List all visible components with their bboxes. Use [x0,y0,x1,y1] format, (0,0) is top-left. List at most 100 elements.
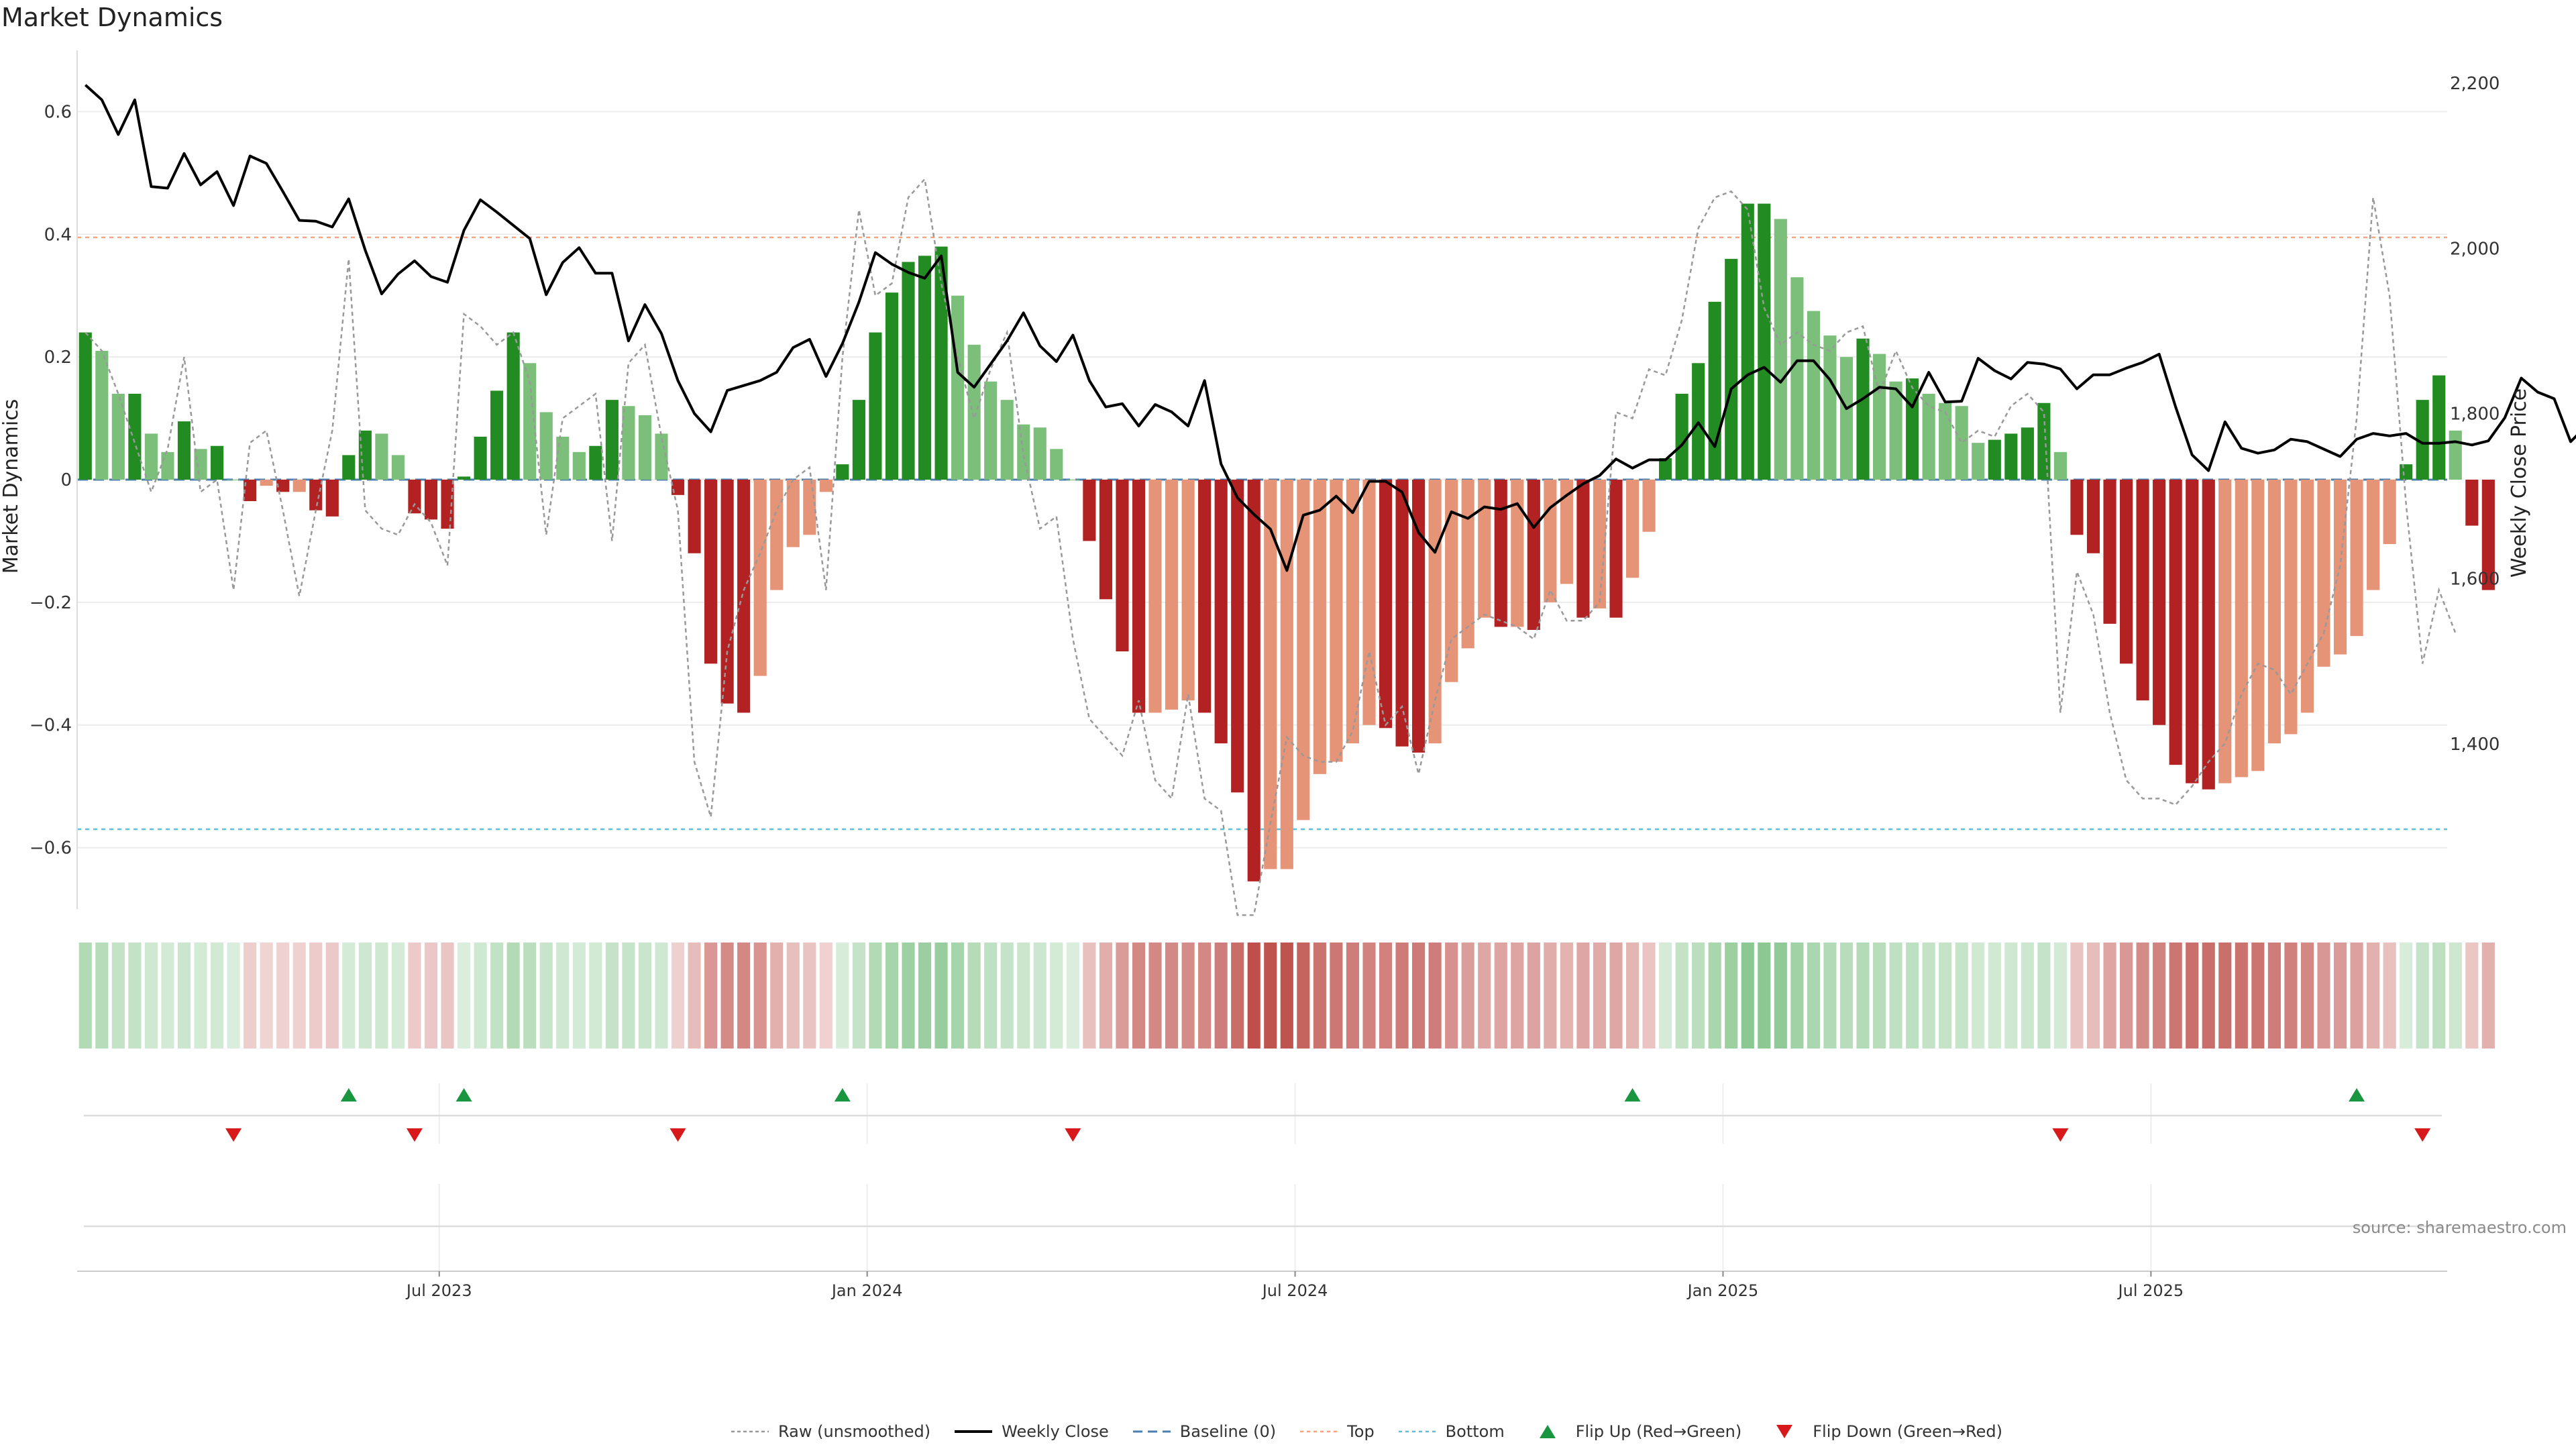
momentum-bar [95,351,109,480]
heatmap-cell [1856,943,1870,1049]
momentum-bar [885,292,899,480]
heatmap-cell [671,943,685,1049]
y2-axis-label: Weekly Close Price [2508,388,2531,578]
heatmap-cell [2400,943,2413,1049]
heatmap-cell [539,943,553,1049]
legend-label: Baseline (0) [1179,1422,1277,1441]
y-tick-label: 0 [60,470,72,490]
heatmap-cell [375,943,388,1049]
momentum-bar [2120,480,2133,664]
momentum-bar [951,295,965,480]
legend-item-baseline: Baseline (0) [1132,1422,1276,1441]
heatmap-cell [523,943,537,1049]
heatmap-cell [474,943,487,1049]
heatmap-cell [2070,943,2084,1049]
heatmap-cell [506,943,520,1049]
heatmap-cell [1083,943,1096,1049]
heatmap-cell [1198,943,1212,1049]
heatmap-cell [1725,943,1738,1049]
heatmap-cell [622,943,635,1049]
momentum-bar [967,344,981,480]
flip-down-marker [2414,1128,2431,1142]
heatmap-cell [1214,943,1228,1049]
momentum-bar [523,363,537,480]
price-line [84,84,2576,572]
heatmap-cell [786,943,800,1049]
heatmap-cell [1379,943,1393,1049]
heatmap-cell [441,943,454,1049]
heatmap-cell [1642,943,1656,1049]
momentum-bar [918,256,932,480]
momentum-bar [2300,480,2314,713]
heatmap-cell [2218,943,2232,1049]
legend-label: Bottom [1445,1422,1505,1441]
momentum-bar [1939,402,1952,480]
flip-down-marker [669,1128,686,1142]
heatmap-cell [1807,943,1820,1049]
heatmap-cell [1527,943,1540,1049]
heatmap-cell [1231,943,1244,1049]
heatmap-cell [342,943,356,1049]
heatmap-cell [704,943,718,1049]
heatmap-cell [2021,943,2034,1049]
heatmap-cell [902,943,915,1049]
heatmap-cell [210,943,224,1049]
heatmap-cell [1461,943,1474,1049]
momentum-bar [2267,480,2281,744]
x-tick-label: Jul 2024 [1261,1281,1328,1300]
momentum-bar [2284,480,2298,735]
legend-item-price: Weekly Close [953,1422,1109,1441]
heatmap-cell [1280,943,1293,1049]
momentum-bar [1872,354,1886,480]
momentum-bar [2136,480,2149,701]
momentum-bar [934,246,948,480]
heatmap-cell [292,943,306,1049]
heatmap-cell [2350,943,2363,1049]
legend-label: Flip Up (Red→Green) [1575,1422,1742,1441]
flip-up-marker [1624,1088,1641,1102]
heatmap-cell [1428,943,1442,1049]
momentum-bar [1165,480,1179,710]
y-tick-label: −0.4 [30,716,72,736]
heatmap-cell [309,943,323,1049]
heatmap-cell [2202,943,2215,1049]
momentum-bar [2317,480,2330,667]
heatmap-cell [2251,943,2265,1049]
legend-item-flip_down: Flip Down (Green→Red) [1764,1422,2002,1441]
heatmap-cell [177,943,191,1049]
momentum-bar [342,455,356,480]
legend-item-flip_up: Flip Up (Red→Green) [1527,1422,1742,1441]
momentum-bar [1922,394,1935,480]
heatmap-cell [194,943,207,1049]
heatmap-cell [457,943,471,1049]
heatmap-cell [2416,943,2429,1049]
heatmap-cell [1839,943,1854,1049]
heatmap-cell [490,943,504,1049]
legend-item-top: Top [1299,1422,1375,1441]
momentum-bar [770,480,784,590]
heatmap-cell [1017,943,1030,1049]
legend-swatch-raw [731,1430,769,1433]
heatmap-cell [1330,943,1343,1049]
momentum-bar [111,394,125,480]
momentum-bar [1560,480,1573,584]
momentum-bar [161,451,174,480]
momentum-bar [720,480,734,704]
momentum-bar [1725,258,1738,480]
source-label: source: sharemaestro.com [2352,1218,2567,1237]
momentum-bar [1839,357,1854,480]
momentum-bar [194,449,207,480]
momentum-bar [1083,480,1096,541]
momentum-bar [1478,480,1491,618]
heatmap-cell [1264,943,1277,1049]
momentum-bar [2070,480,2084,535]
heatmap-cell [1988,943,2001,1049]
flip-up-marker [340,1088,357,1102]
momentum-bar [622,406,635,480]
momentum-bar [1297,480,1310,820]
momentum-bar [2251,480,2265,771]
chart-title: Market Dynamics [1,3,223,32]
heatmap-cell [869,943,882,1049]
momentum-bar [688,480,701,553]
heatmap-cell [2449,943,2462,1049]
